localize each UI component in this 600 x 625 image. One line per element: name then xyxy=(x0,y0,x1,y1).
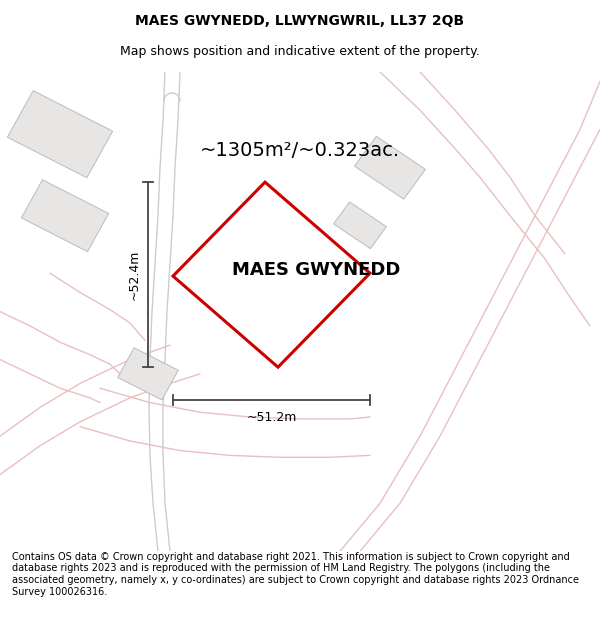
Text: ~51.2m: ~51.2m xyxy=(247,411,296,424)
Text: Map shows position and indicative extent of the property.: Map shows position and indicative extent… xyxy=(120,44,480,58)
Polygon shape xyxy=(173,182,370,367)
Text: Contains OS data © Crown copyright and database right 2021. This information is : Contains OS data © Crown copyright and d… xyxy=(12,552,579,597)
Polygon shape xyxy=(334,202,386,249)
Text: ~52.4m: ~52.4m xyxy=(128,249,140,300)
Text: MAES GWYNEDD: MAES GWYNEDD xyxy=(232,261,401,279)
Polygon shape xyxy=(7,91,113,178)
Polygon shape xyxy=(118,348,178,400)
Text: ~1305m²/~0.323ac.: ~1305m²/~0.323ac. xyxy=(200,141,400,160)
Polygon shape xyxy=(355,136,425,199)
Text: MAES GWYNEDD, LLWYNGWRIL, LL37 2QB: MAES GWYNEDD, LLWYNGWRIL, LL37 2QB xyxy=(136,14,464,28)
Polygon shape xyxy=(22,180,109,252)
